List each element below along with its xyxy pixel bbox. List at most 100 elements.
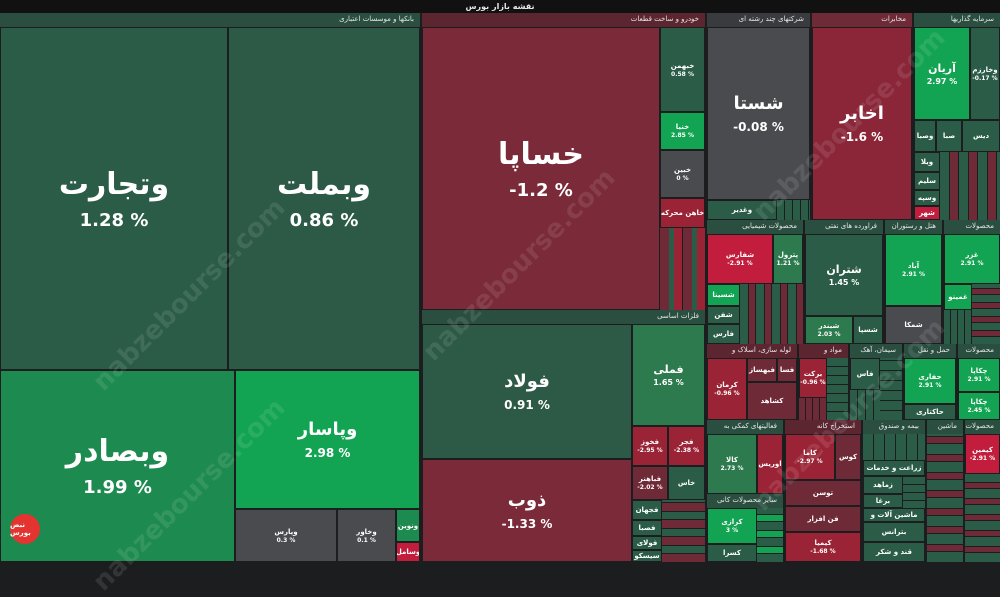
tile-shtran[interactable]: شتران 1.45 % [805, 234, 883, 316]
tile-vnovin[interactable]: ونوین [396, 509, 420, 542]
tile-vayla[interactable]: ویلا [914, 152, 940, 172]
sector-title-banks: بانکها و موسسات اعتباری [0, 13, 420, 26]
sector-title-invest: سرمایه گذاریها [914, 13, 1000, 26]
tile-kimia[interactable]: کیمیا -1.68 % [785, 532, 861, 562]
tile-shasta[interactable]: شستا -0.08 % [707, 27, 810, 200]
tile-vtejarat[interactable]: وتجارت 1.28 % [0, 27, 228, 370]
tile-khbahman[interactable]: خبهمن 0.58 % [660, 27, 705, 112]
tile-fafzar[interactable]: فن افزار [785, 506, 861, 532]
tile-vsoyeh[interactable]: وسپه [914, 190, 940, 206]
tile-ghamina[interactable]: غمینو [944, 284, 972, 310]
tile-change: 1.65 % [653, 378, 684, 387]
tile-kala[interactable]: کالا 2.73 % [707, 434, 757, 494]
tile-khsapa[interactable]: خساپا -1.2 % [422, 27, 660, 310]
tile-cheklaj[interactable]: چکاپا 2.91 % [958, 358, 1000, 392]
tile-name: ونوین [397, 521, 419, 530]
tile-vpars[interactable]: وپارس 0.3 % [235, 509, 337, 562]
tile-name: پترول [777, 251, 799, 259]
tile-salem[interactable]: سلیم [914, 172, 940, 190]
tile-foolai[interactable]: فولای [632, 536, 662, 550]
tile-vbesader[interactable]: وبصادر 1.99 % [0, 370, 235, 562]
tile-khmahreke[interactable]: خاهن محرکه [660, 198, 705, 228]
tile-shafan[interactable]: شفن [707, 306, 740, 324]
tile-khayn[interactable]: خبین 0 % [660, 150, 705, 198]
tile-bama[interactable]: برغا [863, 494, 903, 508]
tile-change: 2.97 % [926, 76, 958, 86]
tile-shbandar[interactable]: شبندر 2.03 % [805, 316, 853, 344]
tile-change: 2.03 % [817, 331, 841, 338]
tile-name: چکاپا [970, 398, 988, 406]
tile-change: 1.45 % [828, 278, 860, 287]
tile-kahsaz[interactable]: فبهساز [747, 358, 777, 382]
tile-name: اوریس [758, 460, 782, 468]
tile-vamal[interactable]: وسامل [396, 542, 420, 562]
tile-vsapa[interactable]: وصبا [914, 120, 936, 152]
tile-name: خبین [673, 166, 692, 174]
tile-vghadir[interactable]: وغدیر [707, 200, 777, 220]
tile-foolad[interactable]: فولاد 0.91 % [422, 324, 632, 459]
tile-change: 1.28 % [79, 209, 149, 231]
tile-name: صبا [942, 132, 956, 140]
tile-barakat[interactable]: برکت -0.96 % [799, 358, 827, 398]
tile-name: دیس [972, 132, 990, 140]
tile-khas[interactable]: خاس [668, 466, 705, 500]
tile-shasina[interactable]: شسینا [707, 284, 740, 306]
tile-sba[interactable]: صبا [936, 120, 962, 152]
tile-name: غمینو [948, 293, 968, 301]
tile-kesra[interactable]: کسرا [707, 544, 757, 562]
tile-tosan[interactable]: توسن [785, 480, 861, 506]
tile-sisko[interactable]: سیسکو [632, 550, 662, 562]
tile-fajr[interactable]: فجر -2.38 % [668, 426, 705, 466]
tile-chkala[interactable]: چکاپا 2.45 % [958, 392, 1000, 420]
tile-abad[interactable]: آباد 2.91 % [885, 234, 942, 306]
tile-name: وبملت [276, 166, 372, 202]
tile-shfars[interactable]: شفارس -2.91 % [707, 234, 773, 284]
tile-kerman[interactable]: کرمان -0.96 % [707, 358, 747, 420]
tile-fbahonar[interactable]: فباهنر -2.02 % [632, 466, 668, 500]
tile-koos[interactable]: کوس [835, 434, 861, 480]
tile-name: زماهد [873, 481, 893, 489]
tile-kama[interactable]: کاما -2.97 % [785, 434, 835, 480]
tile-shsina[interactable]: شسپا [853, 316, 883, 344]
sector-title-auto: خودرو و ساخت قطعات [422, 13, 705, 26]
tile-kasa[interactable]: فسا [777, 358, 797, 382]
tile-hakhtari[interactable]: حاکتاری [904, 404, 956, 420]
tile-shahr[interactable]: شهر [914, 206, 940, 220]
tile-change: -0.17 % [972, 74, 998, 82]
tile-ghazar[interactable]: غزر 2.91 % [944, 234, 1000, 284]
tile-akhaber[interactable]: اخابر -1.6 % [812, 27, 912, 220]
tile-khina[interactable]: خنیا 2.85 % [660, 112, 705, 150]
tile-shakm[interactable]: شمکا [885, 306, 942, 344]
tile-dis[interactable]: دیس [962, 120, 1000, 152]
tile-fsapa[interactable]: فصبا [632, 520, 662, 536]
tile-faras[interactable]: فارس [707, 324, 740, 344]
tile-btrans[interactable]: بترانس [863, 522, 925, 542]
tile-vkharazm[interactable]: وخارزم -0.17 % [970, 27, 1000, 120]
tile-kimin[interactable]: کیمین -2.91 % [965, 434, 1000, 474]
tile-avrais[interactable]: اوریس [757, 434, 783, 494]
tile-karazi[interactable]: کرازی 3 % [707, 508, 757, 544]
tile-zob[interactable]: ذوب -1.33 % [422, 459, 632, 562]
sector-title-products3: محصولات [965, 420, 1000, 433]
tile-fjahan[interactable]: فجهان [632, 500, 662, 520]
multi-small-tiles [777, 200, 810, 220]
tile-name: کوس [838, 453, 858, 461]
tile-fkhooz[interactable]: فخوز -2.95 % [632, 426, 668, 466]
tile-fas[interactable]: فاس [850, 358, 880, 390]
tile-change: -0.96 % [714, 390, 740, 397]
tile-change: -0.08 % [733, 120, 784, 134]
tile-vkhavar[interactable]: وخاور 0.1 % [337, 509, 396, 562]
auto-small-tiles [660, 228, 705, 310]
tile-fameli[interactable]: فملی 1.65 % [632, 324, 705, 426]
tile-hafari[interactable]: حفاری 2.91 % [904, 358, 956, 404]
tile-name: فسا [779, 366, 795, 374]
tile-vbemellat[interactable]: وبملت 0.86 % [228, 27, 420, 370]
tile-name: فن افزار [807, 515, 839, 523]
tile-name: حفاری [918, 373, 942, 381]
tile-patrol[interactable]: پترول 1.21 % [773, 234, 803, 284]
tile-kashad[interactable]: کشاهد [747, 382, 797, 420]
tile-name: وغدیر [731, 206, 753, 214]
tile-zamahd[interactable]: زماهد [863, 476, 903, 494]
tile-arian[interactable]: آریان 2.97 % [914, 27, 970, 120]
tile-vpasar[interactable]: وپاسار 2.98 % [235, 370, 420, 509]
